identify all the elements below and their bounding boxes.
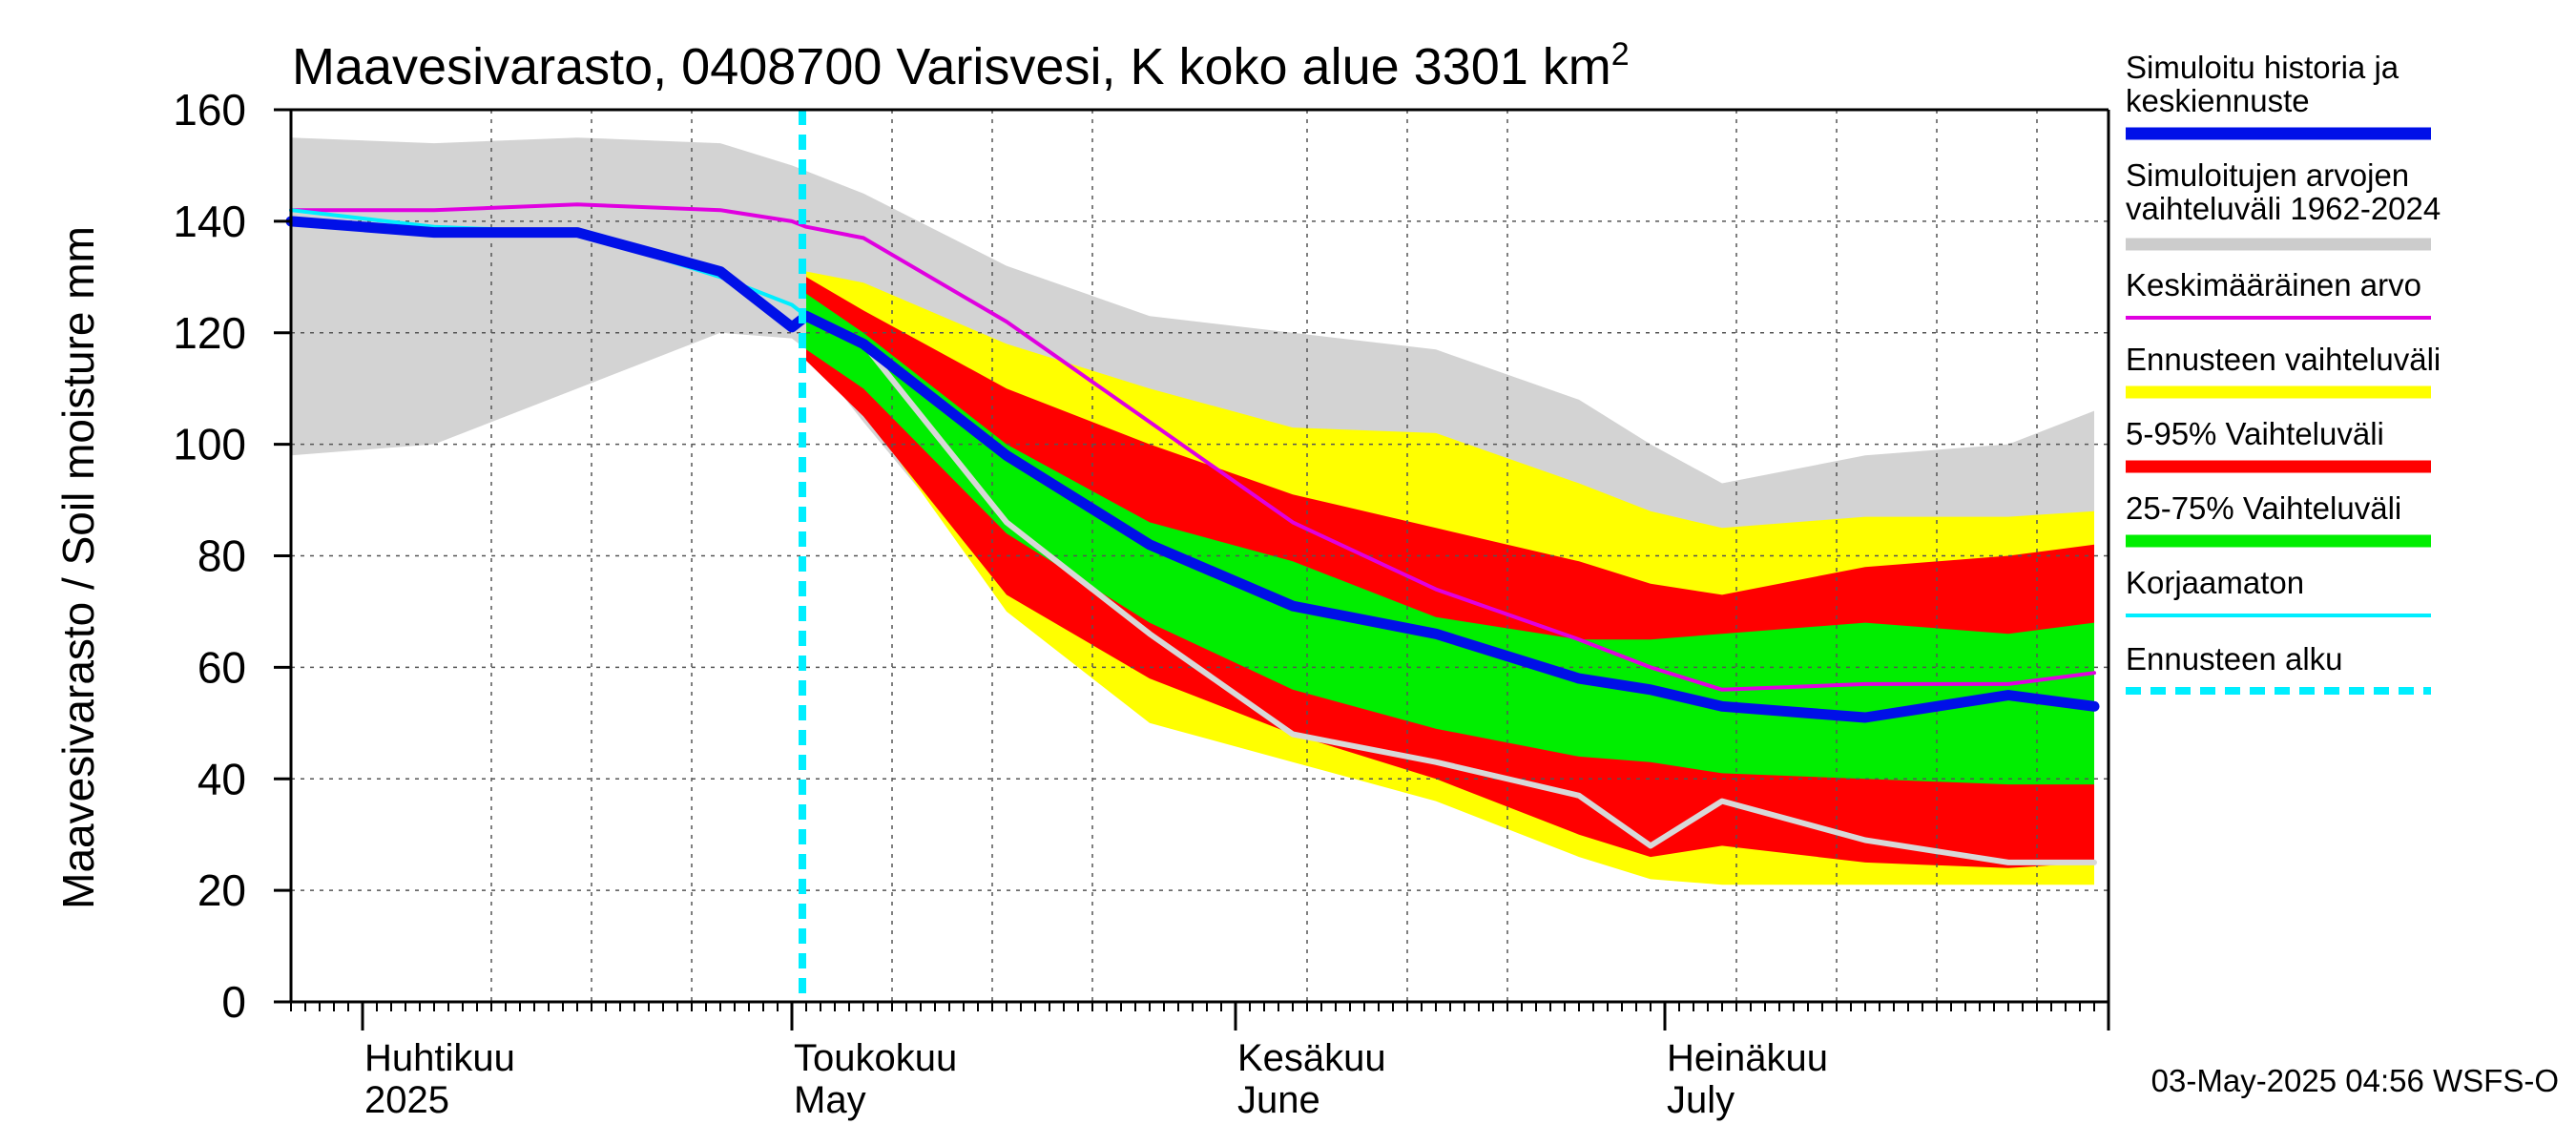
y-tick-label: 80 (197, 531, 246, 581)
p25-75-band (806, 293, 2094, 785)
legend-label: Keskimääräinen arvo (2126, 267, 2421, 302)
y-tick-label: 20 (197, 865, 246, 915)
mean-value-line (289, 202, 2096, 692)
legend-entry: 5-95% Vaihteluväli (2126, 416, 2431, 473)
legend-entry: Korjaamaton (2126, 565, 2431, 617)
legend-label: Simuloitu historia ja (2126, 50, 2399, 85)
legend-entry: Ennusteen alku (2126, 641, 2431, 695)
grey-trace-line (803, 313, 2097, 865)
y-tick-label: 160 (173, 85, 246, 135)
month-label-en: 2025 (364, 1079, 449, 1121)
y-axis-label: Maavesivarasto / Soil moisture mm (53, 226, 103, 909)
month-label-fi: Huhtikuu (364, 1037, 515, 1079)
legend-entry: 25-75% Vaihteluväli (2126, 490, 2431, 548)
y-tick-label: 120 (173, 308, 246, 358)
legend-label: Korjaamaton (2126, 565, 2304, 600)
y-tick-label: 0 (221, 977, 246, 1027)
legend-label: Ennusteen vaihteluväli (2126, 342, 2441, 377)
month-label-fi: Kesäkuu (1237, 1037, 1386, 1079)
simulated-median-line (285, 216, 2100, 723)
legend-label-line2: vaihteluväli 1962-2024 (2126, 191, 2441, 226)
legend-label: 25-75% Vaihteluväli (2126, 490, 2401, 526)
month-label-en: May (794, 1079, 866, 1121)
timestamp-footer: 03-May-2025 04:56 WSFS-O (2151, 1063, 2559, 1098)
y-tick-label: 60 (197, 642, 246, 692)
legend-entry: Ennusteen vaihteluväli (2126, 342, 2441, 399)
month-label-fi: Toukokuu (794, 1037, 957, 1079)
legend-label: Ennusteen alku (2126, 641, 2343, 677)
legend: Simuloitu historia jakeskiennusteSimuloi… (2126, 50, 2441, 695)
chart-title: Maavesivarasto, 0408700 Varisvesi, K kok… (292, 36, 1630, 95)
legend-label: Simuloitujen arvojen (2126, 157, 2409, 193)
month-label-fi: Heinäkuu (1667, 1037, 1828, 1079)
y-tick-label: 100 (173, 420, 246, 469)
legend-entry: Keskimääräinen arvo (2126, 267, 2431, 320)
legend-label-line2: keskiennuste (2126, 83, 2310, 118)
month-label-en: June (1237, 1079, 1320, 1121)
y-tick-label: 40 (197, 754, 246, 803)
y-tick-label: 140 (173, 197, 246, 246)
legend-label: 5-95% Vaihteluväli (2126, 416, 2384, 451)
month-label-en: July (1667, 1079, 1735, 1121)
